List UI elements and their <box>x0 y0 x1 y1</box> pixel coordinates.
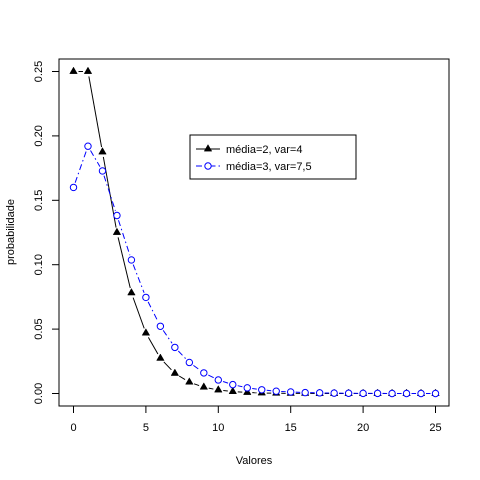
data-point <box>98 147 107 155</box>
data-point <box>402 389 411 398</box>
data-point <box>417 389 425 398</box>
series-line-segment <box>132 264 145 293</box>
y-tick-label: 0.25 <box>33 61 45 82</box>
data-point <box>315 389 324 397</box>
x-tick-label: 0 <box>70 422 76 434</box>
series-layer <box>69 66 440 398</box>
data-point <box>199 382 209 390</box>
legend-label: média=3, var=7,5 <box>226 161 312 173</box>
y-tick-label: 0.05 <box>33 318 45 339</box>
series-line-segment <box>178 375 186 381</box>
series-line-segment <box>88 76 103 148</box>
data-point <box>272 387 280 395</box>
legend-entry-2: média=3, var=7,5 <box>196 161 312 173</box>
series-line-segment <box>252 387 257 390</box>
data-point <box>185 358 194 367</box>
data-point <box>156 353 165 361</box>
x-axis: 0 5 10 15 20 25 <box>70 406 442 434</box>
data-point <box>214 385 223 393</box>
data-point <box>301 388 309 397</box>
series-line-segment <box>162 330 173 344</box>
data-point <box>344 389 353 397</box>
data-point <box>243 384 251 392</box>
data-point <box>185 377 194 385</box>
series-line-segment <box>147 337 159 355</box>
series-line-segment <box>74 150 87 183</box>
x-tick-label: 25 <box>429 422 441 434</box>
series-2 <box>69 142 440 398</box>
data-point <box>69 183 78 192</box>
x-tick-label: 20 <box>357 422 369 434</box>
legend: média=2, var=4 média=3, var=7,5 <box>189 134 357 180</box>
y-axis-title: probabilidade <box>5 199 17 265</box>
data-point <box>127 256 136 264</box>
series-line-segment <box>103 175 116 211</box>
x-tick-label: 10 <box>212 422 224 434</box>
data-point <box>287 388 295 396</box>
x-axis-title: Valores <box>236 455 273 467</box>
legend-label: média=2, var=4 <box>226 144 302 156</box>
data-point <box>171 343 179 352</box>
legend-marker <box>203 144 213 152</box>
legend-marker <box>204 162 212 170</box>
series-line-segment <box>222 381 229 384</box>
legend-entry-1: média=2, var=4 <box>196 144 302 156</box>
legend-box <box>189 134 357 180</box>
data-point <box>229 380 237 389</box>
x-tick-label: 15 <box>285 422 297 434</box>
y-tick-label: 0.00 <box>33 383 45 404</box>
series-line-segment <box>237 385 243 388</box>
data-point <box>83 66 93 74</box>
data-point <box>330 389 338 397</box>
series-line-segment <box>208 374 215 379</box>
data-point <box>258 386 266 394</box>
series-line-segment <box>132 297 145 329</box>
data-point <box>69 66 78 74</box>
series-line-segment <box>118 220 131 256</box>
data-point <box>84 142 92 150</box>
data-point <box>228 386 237 394</box>
data-point <box>388 389 396 398</box>
data-point <box>98 167 107 175</box>
series-line-segment <box>193 364 201 371</box>
y-tick-label: 0.20 <box>33 125 45 146</box>
data-point <box>141 328 151 336</box>
data-point <box>127 288 136 296</box>
y-tick-label: 0.10 <box>33 254 45 275</box>
data-point <box>373 389 382 398</box>
data-point <box>359 389 367 398</box>
series-line-segment <box>208 387 214 390</box>
plot-frame <box>58 58 450 407</box>
data-point <box>214 376 223 384</box>
data-point <box>112 227 122 235</box>
series-line-segment <box>177 350 187 360</box>
y-axis: 0.00 0.05 0.10 0.15 0.20 0.25 <box>33 61 59 404</box>
data-point <box>431 389 440 398</box>
series-line-segment <box>163 361 172 371</box>
data-point <box>142 293 150 302</box>
series-line-segment <box>117 237 131 289</box>
data-point <box>156 322 165 330</box>
y-tick-label: 0.15 <box>33 190 45 211</box>
series-line-segment <box>147 301 159 323</box>
series-line-segment <box>193 383 200 387</box>
data-point <box>170 368 180 376</box>
series-line-segment <box>90 150 101 167</box>
x-tick-label: 5 <box>143 422 149 434</box>
data-point <box>200 369 208 377</box>
data-point <box>113 211 121 220</box>
